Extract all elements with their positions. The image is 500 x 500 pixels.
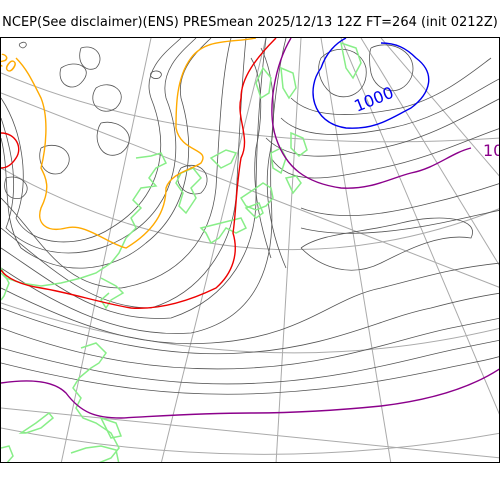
pressure-map: 1000 10 20 [0,37,500,463]
isobar-purple [271,38,472,189]
isobar-label-orange: 20 [1,50,20,77]
map-canvas: 1000 10 20 [1,38,500,462]
graticule [1,38,499,462]
isobar-blue-left [320,38,347,69]
isobar-1000-blue [312,42,430,129]
isobar-label-1000: 1000 [351,83,396,116]
isobar-orange [15,38,257,249]
isobar-red-west [1,132,20,169]
isobar-label-purple: 10 [483,141,500,160]
isobar-red [1,38,277,309]
isobars [1,38,499,395]
coastlines [1,41,362,462]
map-title: NCEP(See disclaimer)(ENS) PRESmean 2025/… [2,15,498,30]
isobar-purple-south [1,368,499,419]
